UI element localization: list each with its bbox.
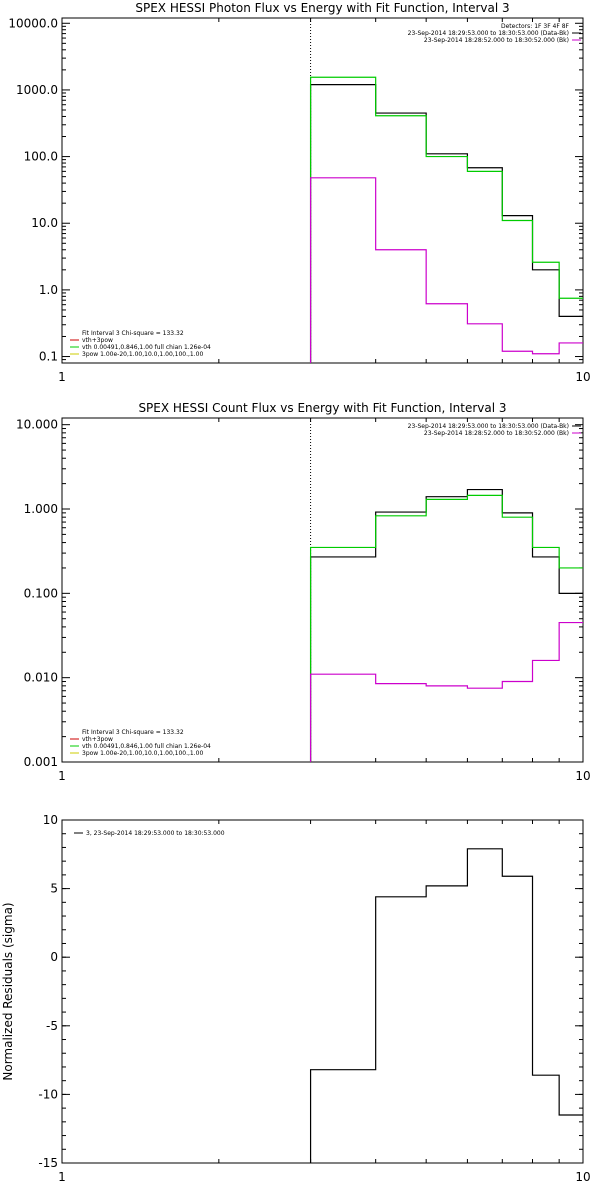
plot-frame [61, 17, 584, 364]
series-step-line-3 [309, 621, 583, 762]
plot-frame [61, 417, 584, 763]
y-tick-label: -15 [38, 1156, 58, 1170]
y-tick-label: 0.100 [24, 586, 58, 600]
y-tick-label: 0 [50, 950, 58, 964]
y-tick-label: 1.000 [24, 502, 58, 516]
series-step-line-3 [309, 177, 583, 363]
legend-entry: vth 0.00491,0.846,1.00 full chian 1.26e-… [82, 743, 211, 750]
y-tick-label: 1.0 [39, 283, 58, 297]
legend-entry: 23-Sep-2014 18:28:52.000 to 18:30:52.000… [424, 37, 569, 44]
y-tick-label: 10.0 [31, 216, 58, 230]
y-tick-label: -10 [38, 1087, 58, 1101]
y-tick-label: 1000.0 [16, 83, 58, 97]
legend-entry: Detectors: 1F 3F 4F 8F [501, 23, 570, 30]
x-tick-label: 1 [58, 370, 66, 384]
x-tick-label: 10 [575, 1170, 590, 1184]
y-tick-label: 0.1 [39, 350, 58, 364]
legend-entry: vth 0.00491,0.846,1.00 full chian 1.26e-… [82, 344, 211, 351]
series-step-line-1 [309, 848, 583, 1163]
legend-entry: 3, 23-Sep-2014 18:29:53.000 to 18:30:53.… [86, 830, 225, 837]
x-tick-label: 1 [58, 769, 66, 783]
y-tick-label: 0.001 [24, 755, 58, 769]
series-step-line-2 [309, 494, 583, 762]
series-step-line-2 [309, 76, 583, 363]
y-tick-label: -5 [46, 1019, 58, 1033]
chart-title: SPEX HESSI Photon Flux vs Energy with Fi… [135, 1, 509, 15]
series-step-line-1 [309, 488, 583, 762]
chart-title: SPEX HESSI Count Flux vs Energy with Fit… [138, 401, 506, 415]
legend-entry: Fit Interval 3 Chi-square = 133.32 [82, 729, 184, 736]
chart-panel-3: -15 -10 -5 0 5 10 1 10 Normalized Residuals (sig… [1, 813, 591, 1184]
y-tick-label: 10000.0 [8, 16, 58, 30]
chart-panel-1: SPEX HESSI Photon Flux vs Energy with Fi… [8, 1, 590, 384]
legend-entry: 3pow 1.00e-20,1.00,10.0,1.00,100.,1.00 [82, 750, 203, 757]
y-tick-label: 10 [43, 813, 58, 827]
legend-entry: 23-Sep-2014 18:29:53.000 to 18:30:53.000… [408, 30, 569, 37]
legend-entry: Fit Interval 3 Chi-square = 133.32 [82, 330, 184, 337]
legend-entry: vth+3pow [82, 337, 113, 344]
x-tick-label: 10 [575, 370, 590, 384]
legend-entry: vth+3pow [82, 736, 113, 743]
legend-entry: 3pow 1.00e-20,1.00,10.0,1.00,100.,1.00 [82, 351, 203, 358]
y-tick-label: 5 [50, 882, 58, 896]
x-tick-label: 10 [575, 769, 590, 783]
plot-frame [61, 819, 584, 1164]
legend-entry: 23-Sep-2014 18:28:52.000 to 18:30:52.000… [424, 430, 569, 437]
y-tick-label: 100.0 [24, 150, 58, 164]
y-axis-label: Normalized Residuals (sigma) [1, 902, 15, 1080]
x-tick-label: 1 [58, 1170, 66, 1184]
legend-entry: 23-Sep-2014 18:29:53.000 to 18:30:53.000… [408, 423, 569, 430]
y-tick-label: 0.010 [24, 671, 58, 685]
y-tick-label: 10.000 [16, 418, 58, 432]
chart-panel-2: SPEX HESSI Count Flux vs Energy with Fit… [16, 401, 591, 783]
series-step-line-1 [309, 84, 583, 363]
